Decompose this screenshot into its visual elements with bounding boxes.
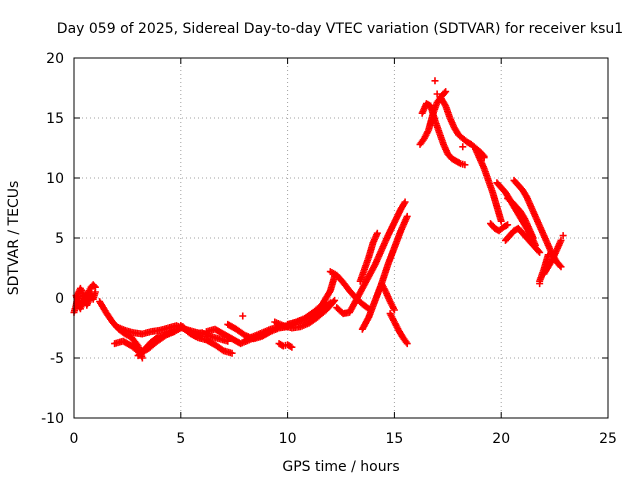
x-tick-label: 15: [385, 431, 403, 447]
x-tick-label: 0: [70, 431, 79, 447]
data-point: [480, 154, 488, 162]
data-point: [91, 288, 99, 296]
data-point: [459, 143, 467, 151]
data-point: [441, 89, 449, 97]
x-tick-label: 10: [279, 431, 297, 447]
y-axis-label: SDTVAR / TECUs: [6, 181, 22, 296]
data-point: [331, 296, 339, 304]
data-point: [557, 236, 565, 244]
x-tick-label: 5: [176, 431, 185, 447]
data-point: [286, 342, 294, 350]
x-tick-label: 20: [492, 431, 510, 447]
data-point: [504, 221, 512, 229]
data-point: [90, 282, 98, 290]
data-point: [441, 101, 449, 109]
data-point: [536, 280, 544, 288]
y-tick-label: 15: [46, 111, 64, 127]
data-points: [70, 77, 567, 362]
data-point: [390, 306, 398, 314]
data-point: [400, 199, 408, 207]
data-point: [461, 161, 469, 169]
grid: [74, 58, 608, 418]
data-point: [239, 312, 247, 320]
plot-frame: [73, 57, 609, 419]
data-point: [497, 217, 505, 225]
data-point: [433, 90, 441, 98]
chart-title: Day 059 of 2025, Sidereal Day-to-day VTE…: [57, 21, 623, 37]
data-point: [556, 262, 564, 270]
axis-ticks: 0 5 10 15 20 25 -10 -5 0 5 10 15 20: [41, 51, 617, 447]
data-point: [529, 234, 537, 242]
y-tick-label: 20: [46, 51, 64, 67]
y-tick-label: 5: [55, 231, 64, 247]
data-point: [228, 349, 236, 357]
x-axis-label: GPS time / hours: [282, 459, 399, 475]
y-tick-label: -5: [50, 351, 64, 367]
data-point: [536, 248, 544, 256]
y-tick-label: 0: [55, 291, 64, 307]
data-point: [535, 247, 543, 255]
data-point: [431, 77, 439, 85]
y-tick-label: -10: [41, 411, 64, 427]
data-point: [559, 232, 567, 240]
data-point: [403, 212, 411, 220]
data-point: [403, 340, 411, 348]
data-point: [557, 263, 565, 271]
y-tick-label: 10: [46, 171, 64, 187]
x-tick-label: 25: [599, 431, 617, 447]
data-point: [544, 251, 552, 259]
data-point: [442, 88, 450, 96]
data-point: [330, 298, 338, 306]
data-point: [401, 198, 409, 206]
data-point: [288, 343, 296, 351]
data-point: [402, 338, 410, 346]
data-point: [373, 229, 381, 237]
